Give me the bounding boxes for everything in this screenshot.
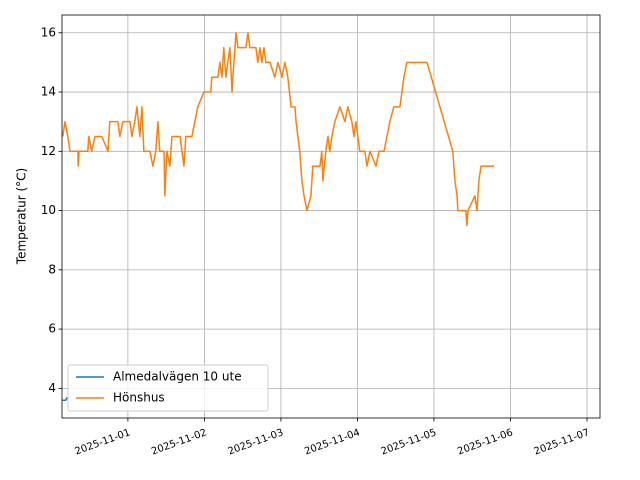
plot-area [62, 15, 600, 418]
x-tick-label: 2025-11-01 [74, 427, 132, 457]
y-axis-label: Temperatur (°C) [15, 168, 29, 265]
y-tick-label: 12 [41, 144, 56, 158]
series-line [62, 396, 68, 401]
legend: Almedalvägen 10 ute Hönshus [67, 364, 269, 412]
x-tick-label: 2025-11-03 [227, 427, 285, 457]
legend-label: Almedalvägen 10 ute [113, 370, 242, 384]
y-tick-label: 4 [48, 381, 56, 395]
y-tick-label: 14 [41, 85, 56, 99]
axes-frame [61, 14, 601, 419]
x-tick-label: 2025-11-04 [303, 427, 361, 457]
y-tick-label: 6 [48, 322, 56, 336]
legend-box [67, 364, 269, 412]
legend-label: Hönshus [113, 391, 165, 405]
y-tick-label: 8 [48, 262, 56, 276]
y-tick-label: 10 [41, 203, 56, 217]
y-tick-label: 16 [41, 25, 56, 39]
x-tick-label: 2025-11-02 [150, 427, 208, 457]
x-tick-label: 2025-11-07 [533, 427, 591, 457]
x-tick-label: 2025-11-06 [456, 427, 514, 457]
series-line [62, 32, 494, 227]
x-tick-label: 2025-11-05 [380, 427, 438, 457]
